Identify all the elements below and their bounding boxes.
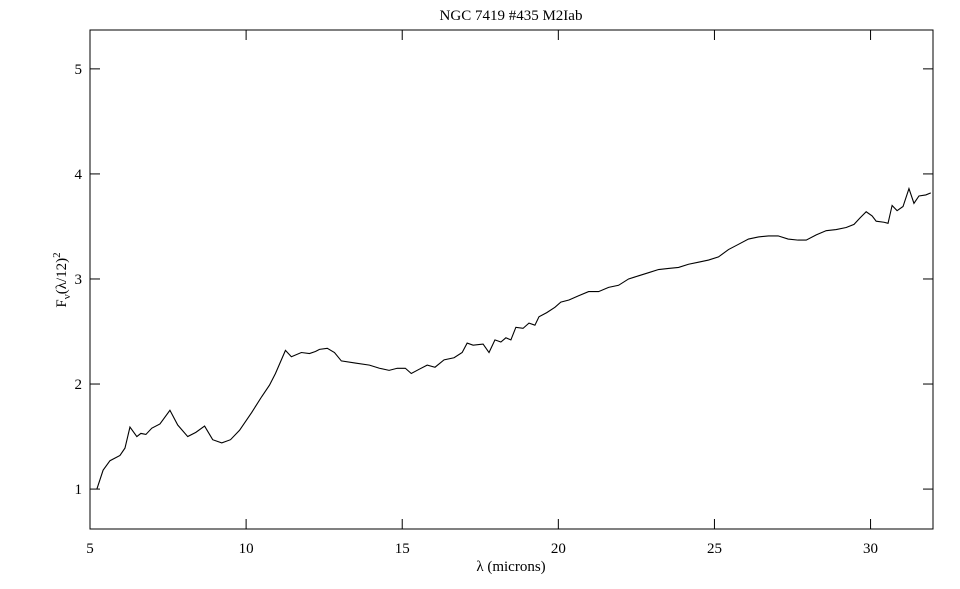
y-label-part: 2 [51,252,63,258]
x-tick-label: 15 [395,541,410,557]
plot-frame [89,29,934,530]
x-tick-label: 25 [707,541,722,557]
x-axis-label: λ (microns) [476,559,545,575]
y-tick-label: 2 [75,377,83,393]
x-tick-label: 5 [86,541,94,557]
x-tick-label: 30 [863,541,878,557]
chart-title: NGC 7419 #435 M2Iab [440,8,583,24]
y-label-part: ν [61,294,73,299]
y-tick-label: 1 [75,482,83,498]
data-line [96,186,932,490]
y-tick-label: 4 [75,167,83,183]
x-tick-label: 20 [551,541,566,557]
y-label-part: F [54,299,70,307]
y-tick-label: 5 [75,62,83,78]
y-axis-label: Fν(λ/12)2 [51,252,73,307]
y-label-part: (λ/12) [54,258,70,294]
x-tick-label: 10 [239,541,254,557]
y-tick-label: 3 [75,272,83,288]
